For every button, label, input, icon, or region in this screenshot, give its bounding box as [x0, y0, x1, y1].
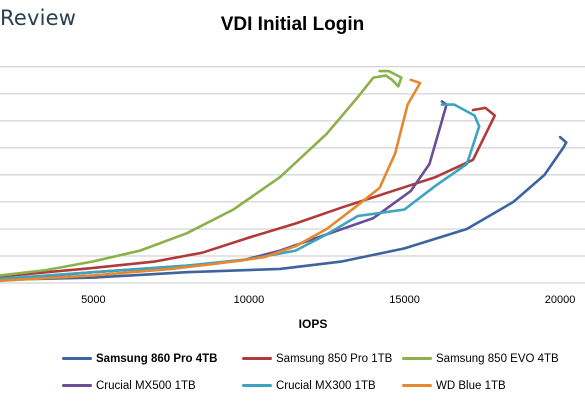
- x-tick-label: 20000: [545, 294, 576, 306]
- legend-swatch: [402, 384, 432, 387]
- legend-label: WD Blue 1TB: [436, 379, 506, 392]
- legend-swatch: [62, 384, 92, 387]
- legend-row: Crucial MX500 1TB Crucial MX300 1TB WD Blu…: [62, 372, 562, 399]
- series-line-0: [0, 135, 568, 282]
- legend-item: Crucial MX500 1TB: [62, 380, 242, 392]
- legend-label: Crucial MX500 1TB: [96, 379, 196, 392]
- series-line-1: [0, 106, 497, 278]
- series-line-5: [0, 78, 422, 283]
- legend-item: Samsung 860 Pro 4TB: [62, 353, 242, 365]
- chart-legend: Samsung 860 Pro 4TB Samsung 850 Pro 1TB Sa…: [62, 345, 562, 399]
- legend-swatch: [242, 384, 272, 387]
- x-tick-label: 10000: [234, 294, 265, 306]
- x-axis-label: IOPS: [299, 317, 328, 331]
- legend-label: Samsung 860 Pro 4TB: [96, 352, 218, 365]
- brand-logo-text: Review: [0, 6, 77, 30]
- legend-row: Samsung 860 Pro 4TB Samsung 850 Pro 1TB Sa…: [62, 345, 562, 372]
- gridlines: [0, 66, 585, 284]
- legend-label: Crucial MX300 1TB: [276, 379, 376, 392]
- x-tick-label: 15000: [389, 294, 420, 306]
- series-line-2: [0, 69, 403, 277]
- legend-label: Samsung 850 Pro 1TB: [276, 352, 393, 365]
- legend-swatch: [62, 357, 92, 360]
- legend-item: Crucial MX300 1TB: [242, 380, 402, 392]
- chart-title: VDI Initial Login: [220, 14, 365, 35]
- legend-label: Samsung 850 EVO 4TB: [436, 352, 559, 365]
- x-tick-label: 5000: [81, 294, 105, 306]
- legend-swatch: [402, 357, 432, 360]
- x-axis: 5000 10000 15000 20000: [81, 294, 575, 306]
- legend-item: WD Blue 1TB: [402, 380, 562, 392]
- legend-item: Samsung 850 EVO 4TB: [402, 353, 562, 365]
- legend-swatch: [242, 357, 272, 360]
- legend-item: Samsung 850 Pro 1TB: [242, 353, 402, 365]
- series-lines: [0, 69, 568, 283]
- series-line-4: [0, 103, 481, 281]
